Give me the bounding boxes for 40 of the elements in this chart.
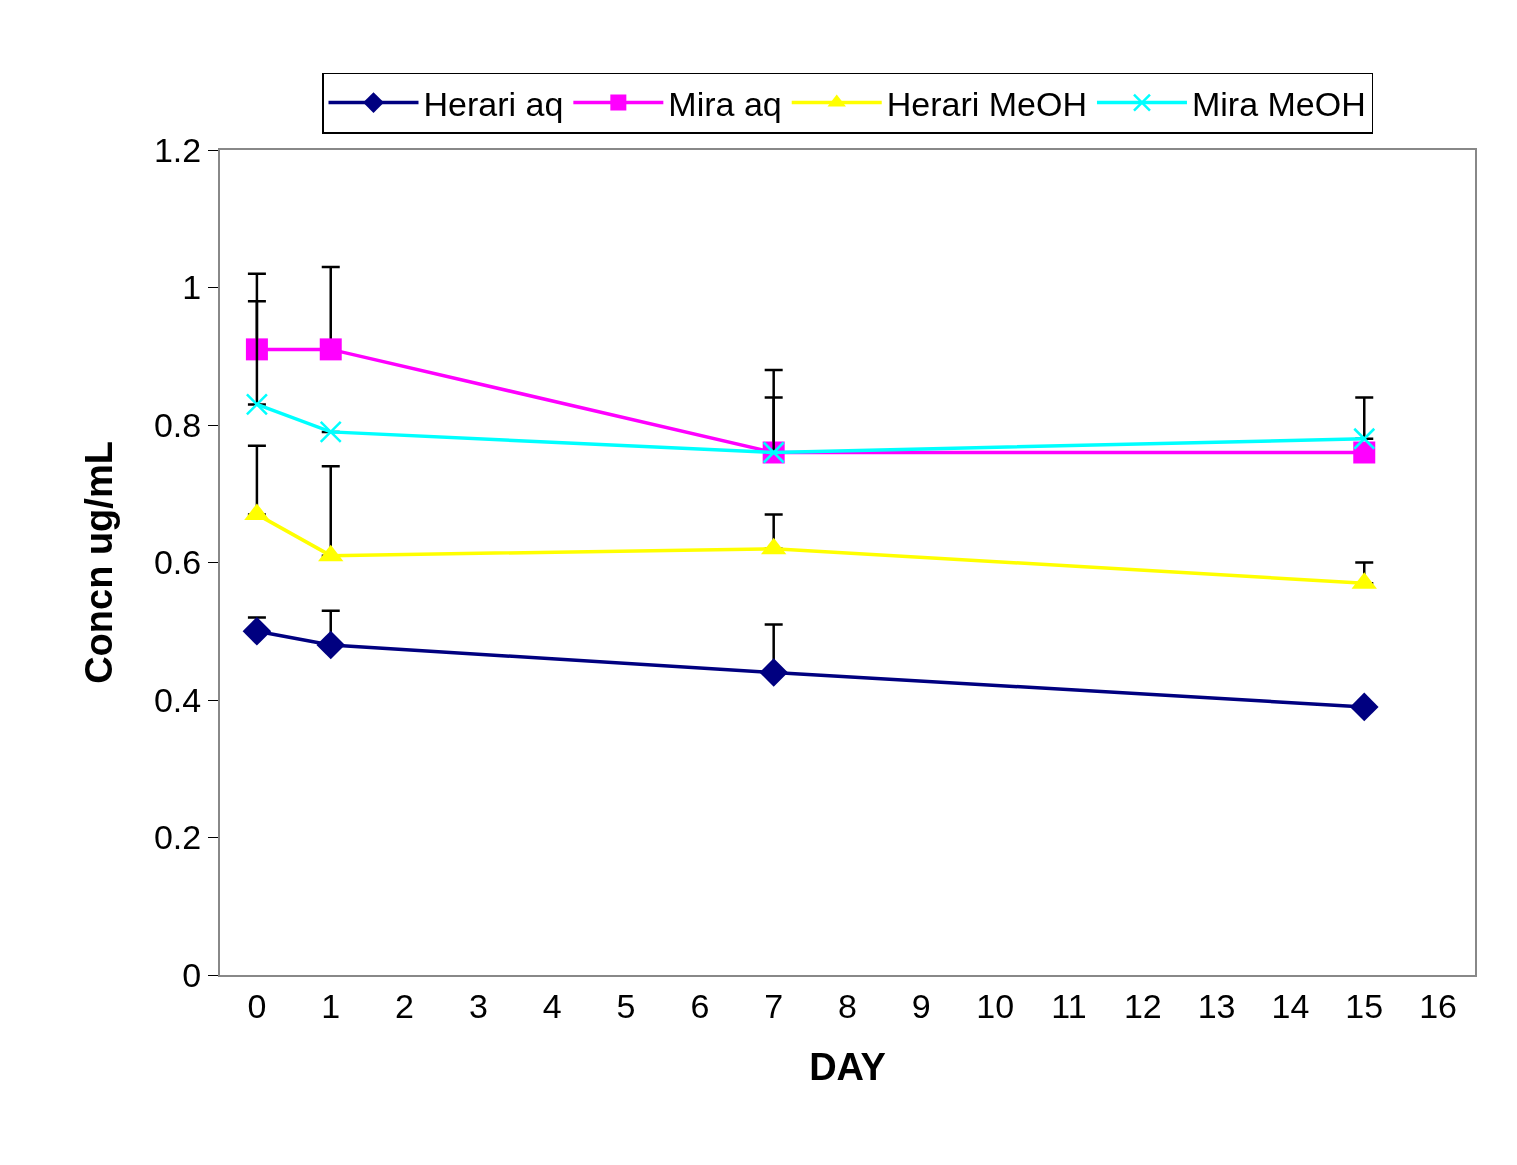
y-tick-label: 0.4 [153,680,202,719]
x-tick-label: 8 [838,986,857,1025]
point [316,630,346,660]
y-tick-label: 1.2 [153,130,202,169]
x-tick-label: 9 [911,986,931,1025]
legend-label: Mira aq [668,84,782,123]
legend-label: Mira MeOH [1191,84,1366,123]
x-tick-label: 14 [1271,986,1310,1025]
y-tick-label: 0.8 [153,405,202,444]
point [1353,427,1376,450]
x-tick-label: 10 [976,986,1015,1025]
point [245,393,269,416]
x-tick-label: 12 [1123,986,1162,1025]
point [319,338,342,361]
x-axis-title: DAY [809,1046,886,1089]
y-tick-label: 1 [182,268,202,307]
point [1353,441,1376,464]
x-tick-label: 11 [1051,986,1087,1025]
x-tick-label: 6 [690,986,710,1025]
x-tick-label: 16 [1419,986,1457,1025]
x-tick-label: 13 [1197,986,1236,1025]
y-tick-label: 0.2 [153,818,202,857]
point [242,616,272,646]
legend-label: Herari aq [423,84,564,123]
legend-label: Herari MeOH [886,84,1087,123]
x-tick-label: 15 [1345,986,1384,1025]
x-tick-label: 5 [616,986,636,1025]
y-axis-title: Concn ug/mL [77,441,120,684]
x-tick-label: 4 [542,986,562,1025]
point [245,338,268,361]
y-tick-label: 0 [182,955,202,994]
x-tick-label: 0 [247,986,267,1025]
y-tick-label: 0.6 [153,543,202,582]
x-tick-label: 2 [395,986,415,1025]
x-tick-label: 7 [764,986,784,1025]
x-tick-label: 3 [468,986,488,1025]
point [1349,692,1379,722]
point [319,420,342,444]
x-tick-label: 1 [321,986,341,1025]
point [759,658,788,687]
